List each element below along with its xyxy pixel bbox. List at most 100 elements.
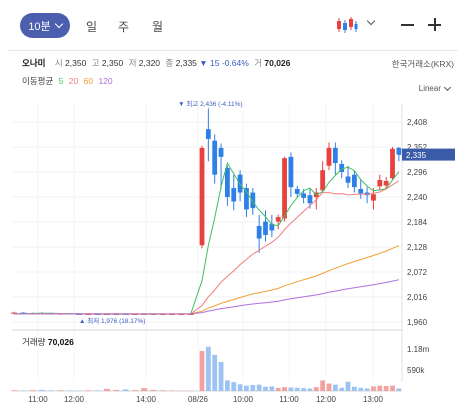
candle-body bbox=[396, 147, 402, 155]
exchange-select[interactable]: 한국거래소(KRX) bbox=[391, 59, 454, 69]
tab-week[interactable]: 주 bbox=[118, 20, 130, 34]
high-annotation: ▼ 최고 2,436 (-4.11%) bbox=[178, 99, 243, 108]
volume-label: 거 bbox=[254, 58, 263, 68]
ma-20-label: 20 bbox=[68, 76, 79, 86]
low-annotation: ▲ 최저 1,976 (18.17%) bbox=[79, 316, 145, 325]
x-tick-label: 08/26 bbox=[188, 395, 209, 404]
volume-bar bbox=[11, 390, 17, 391]
y-tick-label: 1,960 bbox=[407, 318, 428, 327]
volume-bar bbox=[159, 390, 166, 391]
candle-body bbox=[250, 192, 256, 209]
volume-bar bbox=[57, 390, 64, 391]
period-select-button[interactable]: 10분 bbox=[20, 13, 70, 38]
volume-bar bbox=[364, 388, 370, 391]
candle-body bbox=[294, 188, 300, 194]
candle-body bbox=[269, 223, 275, 231]
y-tick-label: 2,240 bbox=[407, 193, 428, 202]
volume-bar bbox=[205, 346, 211, 391]
x-tick-label: 13:00 bbox=[363, 395, 384, 404]
volume-bar bbox=[332, 384, 338, 391]
y-tick-label: 2,408 bbox=[407, 118, 428, 127]
volume-bar bbox=[48, 390, 55, 391]
volume-bar bbox=[288, 387, 294, 391]
volume-bar bbox=[377, 385, 383, 391]
ma-5-label: 5 bbox=[58, 76, 64, 86]
change-value: ▼ 15 -0.64% bbox=[199, 58, 249, 68]
candle-body bbox=[225, 167, 230, 197]
volume-bar bbox=[326, 383, 332, 391]
close-label: 종 bbox=[165, 58, 174, 68]
toolbar-divider bbox=[8, 50, 458, 51]
x-tick-label: 11:00 bbox=[279, 395, 299, 404]
volume-bar bbox=[301, 388, 306, 391]
candle-body bbox=[377, 180, 383, 187]
y-tick-label: 2,016 bbox=[407, 293, 428, 302]
volume-bar bbox=[212, 354, 218, 391]
volume-bar bbox=[20, 390, 27, 391]
zoom-out-icon[interactable] bbox=[401, 24, 414, 26]
candle-body bbox=[244, 188, 249, 210]
candle-body bbox=[358, 188, 364, 194]
y-tick-label: 2,128 bbox=[407, 243, 428, 252]
volume-legend: 거래량 70,026 bbox=[22, 336, 74, 348]
open-label: 시 bbox=[54, 58, 63, 68]
candle-body bbox=[76, 313, 83, 315]
volume-bar bbox=[294, 387, 300, 391]
low-label: 저 bbox=[128, 58, 137, 68]
ma-120-line bbox=[13, 279, 399, 315]
volume-bar bbox=[29, 390, 36, 391]
y-tick-label: 2,352 bbox=[407, 143, 428, 152]
low-value: 2,320 bbox=[138, 58, 161, 68]
current-price-label: 2,335 bbox=[406, 151, 427, 160]
current-price-tag bbox=[402, 148, 455, 161]
volume-bar bbox=[371, 386, 376, 391]
y-tick-label: 2,072 bbox=[407, 268, 428, 277]
scale-select[interactable]: Linear bbox=[418, 83, 452, 93]
candle-body bbox=[339, 163, 345, 172]
zoom-in-icon[interactable] bbox=[426, 16, 443, 33]
candle-body bbox=[282, 158, 287, 219]
volume-bar bbox=[104, 388, 110, 391]
volume-bar bbox=[307, 388, 313, 391]
x-tick-label: 10:00 bbox=[233, 395, 254, 404]
volume-bar bbox=[282, 387, 287, 391]
moving-average-legend: 이동평균 5 20 60 120 bbox=[22, 75, 113, 87]
volume-bar bbox=[320, 380, 326, 391]
period-label: 10분 bbox=[28, 20, 51, 33]
stock-info-bar: 오나미 시 2,350 고 2,350 저 2,320 종 2,335 ▼ 15… bbox=[22, 57, 290, 69]
scale-label: Linear bbox=[418, 84, 441, 93]
volume-current: 70,026 bbox=[47, 337, 74, 347]
candle-body bbox=[256, 226, 262, 239]
ma-120-label: 120 bbox=[98, 76, 113, 86]
candle-body bbox=[275, 217, 281, 222]
candle-body bbox=[352, 174, 357, 188]
candle-body bbox=[345, 176, 351, 183]
tab-day[interactable]: 일 bbox=[86, 20, 98, 34]
y-tick-label: 2,184 bbox=[407, 218, 428, 227]
volume-bar bbox=[358, 387, 364, 391]
volume-bar bbox=[150, 389, 157, 391]
stock-name: 오나미 bbox=[22, 58, 46, 68]
volume-bar bbox=[256, 384, 262, 391]
candle-body bbox=[288, 156, 294, 188]
volume-bar bbox=[225, 380, 230, 391]
tab-month[interactable]: 월 bbox=[152, 20, 164, 34]
candle-body bbox=[11, 312, 17, 314]
volume-bar bbox=[390, 385, 395, 391]
candle-body bbox=[307, 195, 313, 204]
x-tick-label: 12:00 bbox=[64, 395, 85, 404]
high-label: 고 bbox=[91, 58, 100, 68]
volume-bar bbox=[38, 389, 45, 391]
candle-body bbox=[199, 147, 205, 246]
volume-bar bbox=[85, 390, 92, 391]
candle-body bbox=[371, 194, 376, 201]
candlestick-type-icon[interactable] bbox=[336, 16, 358, 34]
x-tick-label: 12:00 bbox=[316, 395, 337, 404]
ma-legend-label: 이동평균 bbox=[22, 76, 54, 86]
volume-tick-label: 1.18m bbox=[407, 345, 430, 354]
candle-body bbox=[332, 147, 338, 164]
open-value: 2,350 bbox=[65, 58, 87, 68]
x-tick-label: 14:00 bbox=[136, 395, 157, 404]
candle-body bbox=[212, 140, 218, 175]
